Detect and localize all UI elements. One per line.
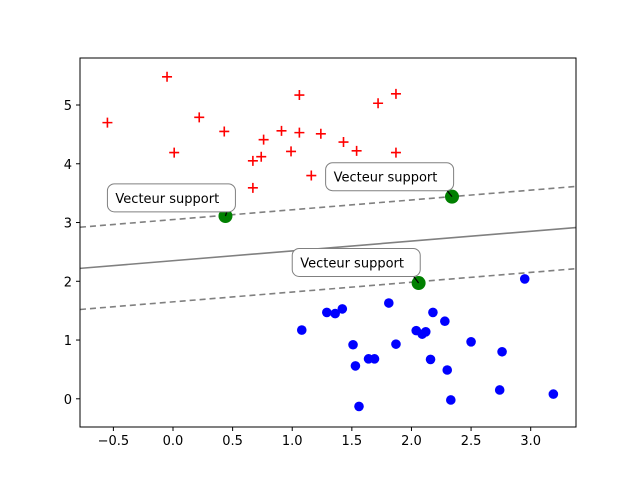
dot-marker (384, 298, 394, 308)
lower-margin-line (80, 267, 576, 311)
data-points (102, 71, 559, 412)
dot-marker (425, 354, 436, 365)
plus-marker (306, 170, 317, 181)
annotation-box (106, 183, 236, 213)
y-tick-label: 2 (64, 275, 72, 290)
plus-marker (102, 117, 113, 128)
annotation-3: Vecteur support (291, 247, 421, 284)
dot-marker (369, 354, 380, 364)
x-tick-label: 1.5 (342, 434, 363, 449)
plus-marker (162, 71, 173, 82)
plus-marker (219, 126, 230, 137)
y-tick-label: 0 (64, 393, 72, 408)
plus-marker (390, 147, 401, 158)
y-tick-label: 5 (64, 99, 72, 114)
x-tick-label: 0.0 (163, 434, 184, 449)
dot-marker (548, 389, 559, 399)
dot-marker (466, 337, 476, 347)
plus-marker (247, 155, 258, 166)
dot-marker (519, 274, 530, 284)
plus-marker (194, 112, 205, 123)
dot-marker (330, 308, 340, 319)
y-tick-label: 3 (64, 217, 72, 232)
annotation-box (291, 247, 421, 277)
annotation-label: Vecteur support (300, 256, 404, 271)
annotation-label: Vecteur support (334, 171, 438, 186)
plus-marker (315, 128, 326, 139)
annotations: Vecteur support Vecteur support Vecteur su… (106, 162, 455, 284)
x-tick-label: 2.5 (461, 434, 482, 449)
axes-frame (79, 57, 577, 428)
boundary-lines (80, 185, 576, 311)
plus-marker (256, 151, 267, 162)
plus-marker (294, 127, 305, 138)
dot-marker (440, 316, 450, 327)
annotation-1: Vecteur support (106, 183, 236, 217)
plus-marker (390, 88, 401, 99)
annotation-box (325, 162, 455, 192)
dot-marker (337, 304, 348, 314)
dot-marker (497, 346, 507, 357)
plus-marker (247, 182, 258, 193)
dot-marker (446, 395, 456, 405)
plus-marker (258, 134, 269, 145)
axes: −0.5 0.0 0.5 1.0 1.5 2.0 2.5 3.0 0 1 2 3 4 5 (64, 57, 577, 449)
plus-marker (351, 145, 362, 156)
dot-marker (391, 339, 401, 349)
x-tick-label: 0.5 (222, 434, 243, 449)
dot-marker (494, 385, 505, 395)
plus-marker (276, 125, 287, 136)
plus-marker (169, 147, 180, 158)
annotation-label: Vecteur support (115, 192, 219, 207)
dot-marker (322, 307, 332, 318)
annotation-2: Vecteur support (325, 162, 455, 198)
dot-marker (442, 365, 453, 375)
y-tick-label: 1 (64, 334, 72, 349)
decision-boundary-line (80, 226, 576, 270)
x-tick-label: 3.0 (520, 434, 541, 449)
dot-marker (348, 339, 358, 350)
dot-marker (420, 327, 431, 337)
y-tick-label: 4 (64, 158, 72, 173)
plus-marker (373, 98, 384, 109)
x-tick-label: 2.0 (401, 434, 422, 449)
plot-area (80, 71, 576, 412)
plus-marker (294, 90, 305, 101)
x-tick-label: 1.0 (282, 434, 303, 449)
dot-marker (428, 307, 438, 318)
plus-marker (338, 137, 349, 148)
upper-margin-line (80, 185, 576, 229)
plus-marker (286, 146, 297, 157)
dot-marker (350, 361, 361, 371)
dot-marker (354, 401, 364, 412)
x-tick-label: −0.5 (98, 434, 130, 449)
dot-marker (296, 325, 307, 335)
